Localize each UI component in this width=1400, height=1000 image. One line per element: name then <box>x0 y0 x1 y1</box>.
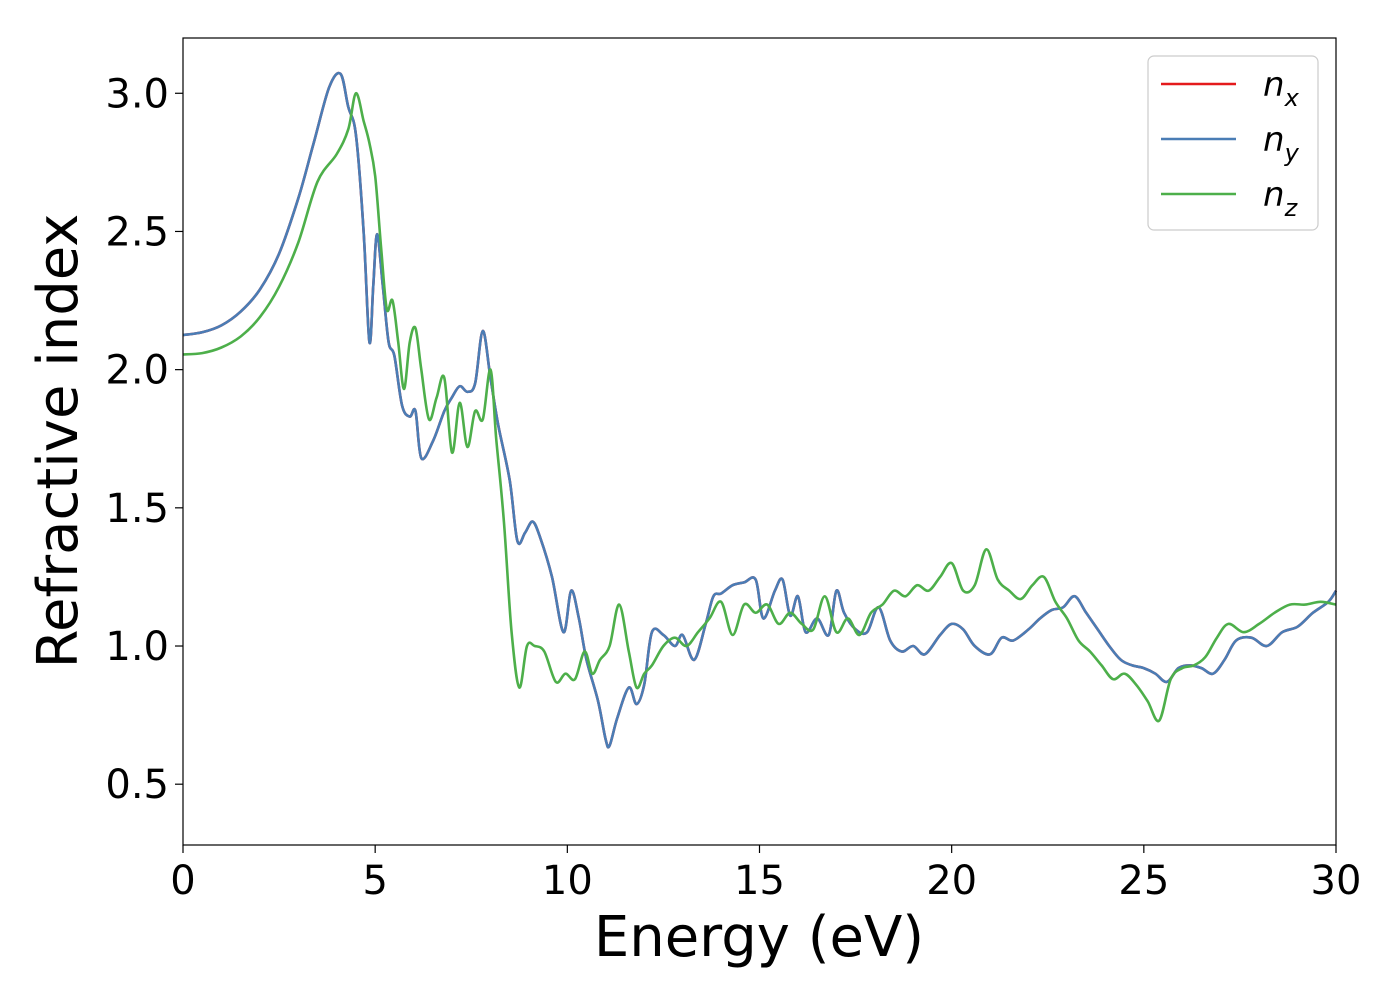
y-tick-label: 0.5 <box>105 762 169 808</box>
y-tick-label: 1.5 <box>105 486 169 532</box>
x-axis-label: Energy (eV) <box>594 905 924 970</box>
x-tick-label: 25 <box>1118 858 1169 904</box>
series-layer <box>182 71 1338 749</box>
y-tick-label: 2.5 <box>105 209 169 255</box>
y-tick-label: 2.0 <box>105 348 169 394</box>
legend-box <box>1147 55 1319 231</box>
y-axis-label: Refractive index <box>26 214 91 669</box>
x-tick-label: 0 <box>170 858 195 904</box>
x-tick-label: 20 <box>926 858 977 904</box>
ticks-layer: 0 5 10 15 20 25 30 0.5 1.0 1.5 2.0 2.5 3.0 <box>105 71 1361 904</box>
x-tick-label: 10 <box>542 858 593 904</box>
y-tick-label: 3.0 <box>105 71 169 117</box>
x-tick-label: 30 <box>1311 858 1362 904</box>
series-line-nz <box>182 91 1337 723</box>
x-tick-label: 5 <box>362 858 387 904</box>
x-tick-label: 15 <box>734 858 785 904</box>
y-tick-label: 1.0 <box>105 624 169 670</box>
